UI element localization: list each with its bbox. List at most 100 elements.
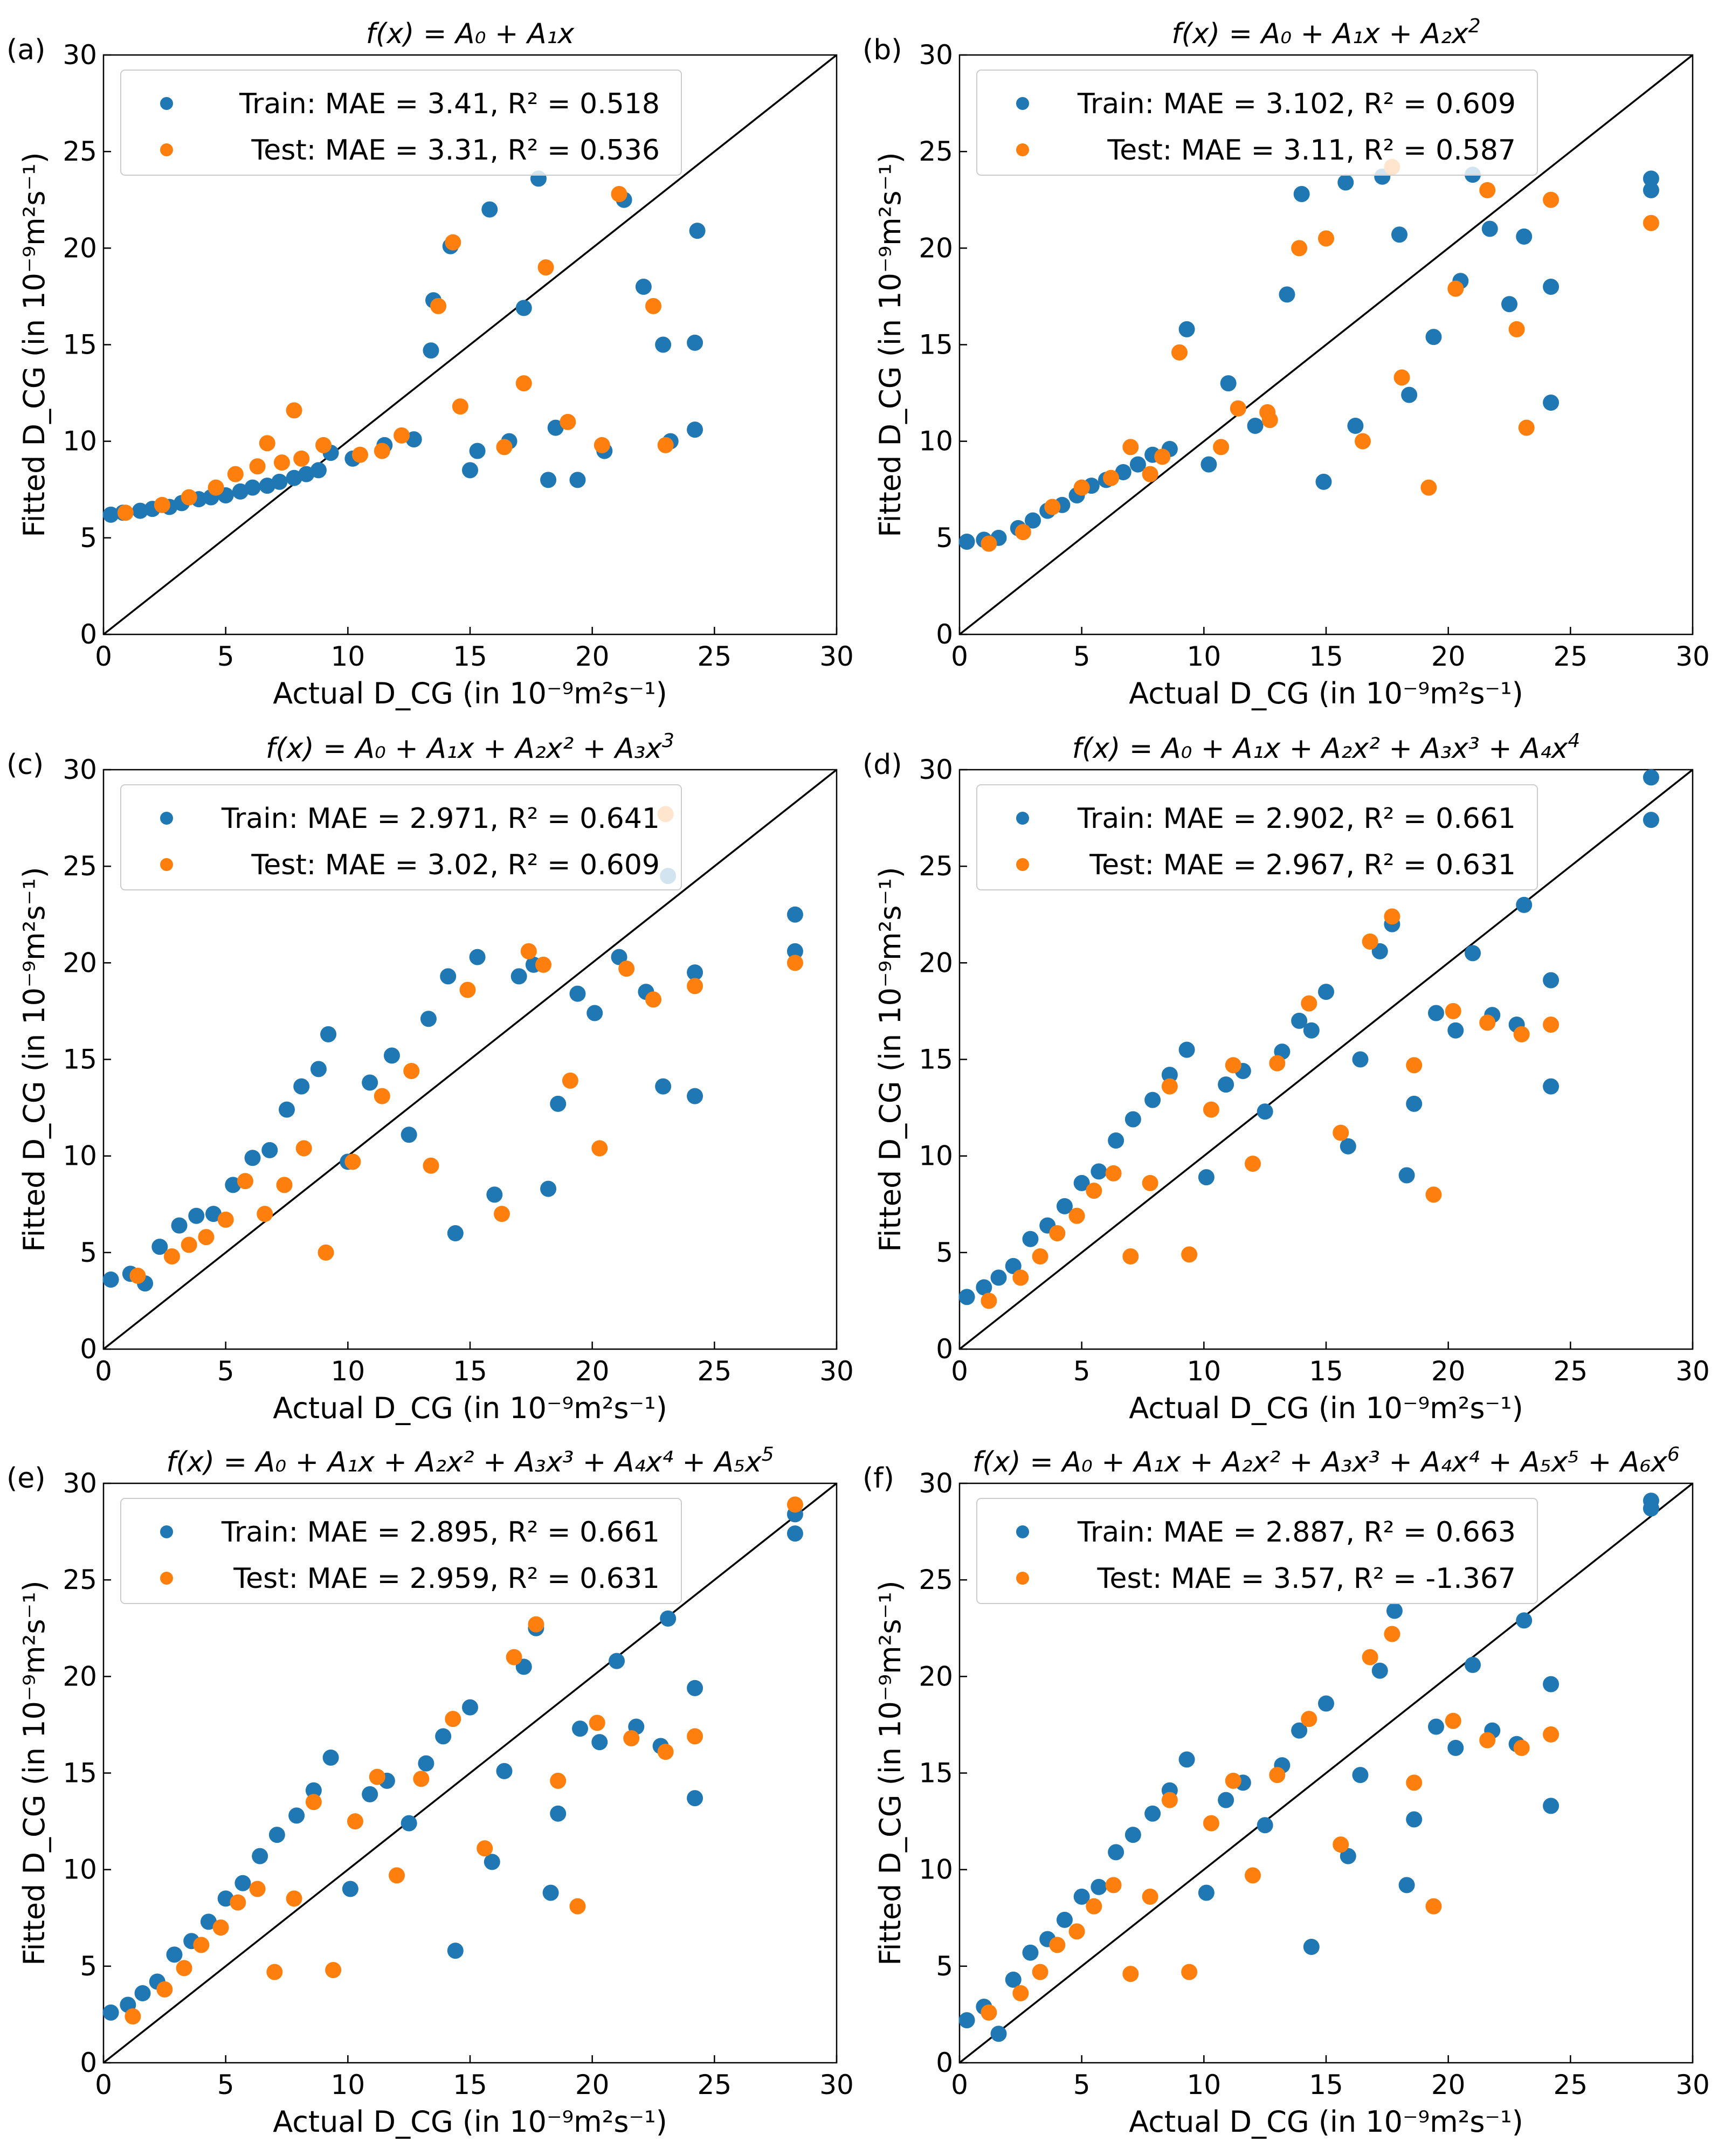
point-train (1218, 1792, 1234, 1808)
point-test (1425, 1898, 1442, 1915)
point-test (176, 1960, 192, 1977)
point-train (496, 1763, 513, 1779)
point-test (1044, 499, 1061, 515)
panel-b: 0 5 10 15 20 25 30 0 5 10 15 20 25 30 Train: MAE = 3.1… (862, 15, 1710, 710)
y-tick-label: 30 (919, 754, 953, 785)
point-test (452, 398, 468, 415)
point-train (310, 462, 327, 479)
panel-letter: (a) (6, 34, 45, 66)
y-tick-label: 20 (63, 232, 97, 264)
point-test (259, 435, 275, 452)
x-tick-label: 20 (575, 641, 610, 672)
point-train (569, 985, 586, 1002)
x-tick-label: 0 (951, 641, 968, 672)
point-train (440, 968, 457, 985)
point-test (1333, 1124, 1349, 1141)
point-train (462, 462, 478, 479)
point-test (1479, 182, 1496, 198)
legend: Train: MAE = 2.971, R² = 0.641 Test: MAE … (120, 784, 682, 890)
x-tick-label: 30 (819, 641, 854, 672)
y-tick-label: 25 (919, 136, 953, 167)
point-train (447, 1225, 464, 1241)
point-test (1479, 1732, 1496, 1749)
point-test (562, 1072, 578, 1089)
point-train (401, 1815, 417, 1832)
point-test (528, 1616, 544, 1633)
point-test (227, 466, 244, 482)
point-test (1447, 280, 1464, 297)
y-tick-label: 0 (936, 619, 953, 650)
point-train (786, 1525, 803, 1542)
panel-letter: (b) (862, 34, 902, 66)
point-train (1178, 321, 1195, 337)
point-test (1479, 1014, 1496, 1031)
point-train (1425, 329, 1442, 345)
point-train (1005, 1971, 1022, 1988)
point-train (1428, 1718, 1444, 1735)
legend: Train: MAE = 2.902, R² = 0.661 Test: MAE … (976, 784, 1538, 890)
point-train (609, 1653, 625, 1669)
y-axis-label: Fitted D_CG (in 10⁻⁹m²s⁻¹) (17, 867, 51, 1252)
legend-marker-test (160, 143, 173, 156)
point-test (347, 1813, 363, 1830)
point-test (445, 234, 461, 251)
y-tick-label: 30 (63, 754, 97, 785)
legend: Train: MAE = 3.41, R² = 0.518 Test: MAE =… (120, 70, 682, 176)
point-train (1318, 984, 1334, 1000)
point-train (635, 279, 652, 295)
point-test (493, 1206, 510, 1222)
point-test (687, 1728, 703, 1745)
point-train (1447, 1739, 1464, 1756)
y-tick-label: 0 (80, 1333, 97, 1365)
panel-title: f(x) = A₀ + A₁x + A₂x² + A₃x³ + A₄x⁴ + A… (166, 1443, 774, 1478)
point-train (1056, 1198, 1073, 1214)
y-tick-label: 25 (63, 136, 97, 167)
legend-box (120, 784, 682, 890)
x-tick-label: 20 (575, 2069, 610, 2100)
point-test (1406, 1057, 1423, 1074)
y-tick-label: 5 (80, 1951, 97, 1982)
point-test (1318, 230, 1334, 247)
point-train (1056, 1911, 1073, 1928)
point-train (435, 1728, 452, 1745)
point-test (249, 458, 266, 475)
y-axis-label: Fitted D_CG (in 10⁻⁹m²s⁻¹) (873, 1580, 907, 1965)
point-test (1122, 439, 1139, 455)
point-train (1022, 1231, 1039, 1247)
point-test (506, 1649, 522, 1666)
point-test (1425, 1186, 1442, 1203)
point-test (1420, 479, 1437, 496)
point-train (1124, 1111, 1141, 1128)
x-tick-label: 30 (819, 2069, 854, 2100)
point-test (163, 1248, 180, 1264)
legend-box (120, 1498, 682, 1604)
point-train (687, 334, 703, 351)
point-train (288, 1807, 305, 1824)
x-axis-label: Actual D_CG (in 10⁻⁹m²s⁻¹) (1129, 676, 1523, 710)
point-test (1049, 1225, 1066, 1241)
point-train (1543, 972, 1560, 989)
point-train (1005, 1257, 1022, 1274)
point-train (342, 1881, 358, 1897)
point-test (344, 1153, 361, 1170)
legend-marker-test (1016, 143, 1029, 156)
point-train (655, 1078, 672, 1095)
point-test (1245, 1156, 1261, 1172)
point-test (537, 259, 554, 276)
point-train (252, 1848, 268, 1864)
point-test (1015, 524, 1031, 541)
point-test (981, 535, 997, 552)
y-tick-label: 20 (919, 1661, 953, 1692)
point-test (257, 1206, 273, 1222)
y-tick-label: 15 (919, 1044, 953, 1075)
point-test (1513, 1026, 1530, 1042)
point-train (1291, 1722, 1308, 1739)
x-axis-label: Actual D_CG (in 10⁻⁹m²s⁻¹) (1129, 1391, 1523, 1425)
point-test (496, 439, 513, 455)
point-train (486, 1186, 503, 1203)
point-train (481, 201, 498, 218)
legend-marker-train (1016, 97, 1029, 110)
point-train (1178, 1041, 1195, 1058)
point-test (295, 1140, 312, 1157)
point-train (1643, 1500, 1659, 1517)
